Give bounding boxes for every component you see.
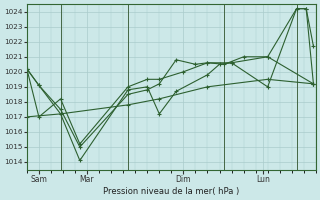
- X-axis label: Pression niveau de la mer( hPa ): Pression niveau de la mer( hPa ): [103, 187, 239, 196]
